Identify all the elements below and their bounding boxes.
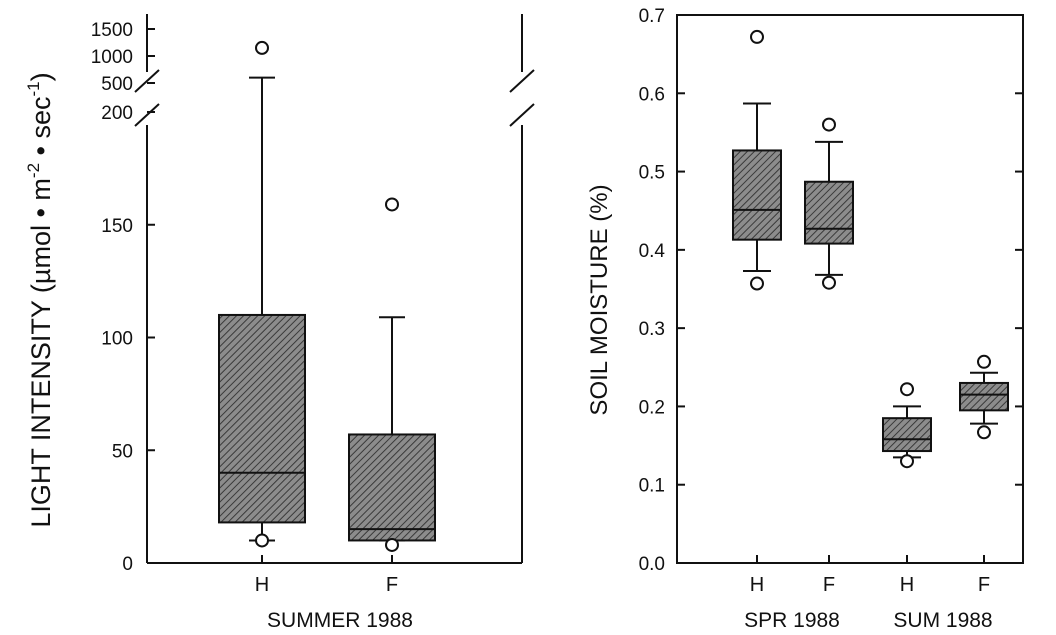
light-intensity-panel: 0 50 100 150 200 500 1000 1500 H F LIGHT INTENSIT… (24, 14, 535, 632)
left-y-axis-title: LIGHT INTENSITY (µmol • m-2 • sec-1) (24, 72, 56, 527)
outlier-point-h-1 (255, 40, 269, 55)
right-axis-frame (676, 14, 1024, 564)
right-y-axis-title: SOIL MOISTURE (%) (586, 184, 613, 415)
outlier-point-sum-h-1 (900, 382, 914, 397)
axis-break-mark-left-a (134, 69, 160, 93)
axis-break-mark-left-b (134, 103, 160, 127)
right-x-tick-label-sum-f: F (978, 574, 990, 596)
right-group-label-sum-1988: SUM 1988 (893, 609, 992, 632)
right-y-tick-label-0.6: 0.6 (639, 84, 665, 105)
outlier-point-sum-h-0 (900, 454, 914, 469)
right-group-label-spr-1988: SPR 1988 (744, 609, 840, 632)
box-spr-f (804, 180, 854, 245)
box-f (348, 433, 436, 542)
outlier-point-f-0 (385, 537, 399, 552)
left-y-tick-label-200: 200 (101, 103, 133, 124)
outlier-point-h-0 (255, 533, 269, 548)
box-h (218, 313, 306, 524)
right-y-tick-label-0.3: 0.3 (639, 319, 665, 340)
outlier-point-spr-f-0 (822, 275, 836, 290)
soil-moisture-panel: 0.0 0.1 0.2 0.3 0.4 0.5 0.6 0.7 H F H F SOIL MOISTU… (586, 6, 1024, 632)
outlier-point-spr-f-1 (822, 117, 836, 132)
right-y-tick-label-0.7: 0.7 (639, 6, 665, 27)
outlier-point-f-1 (385, 197, 399, 212)
right-x-tick-label-spr-f: F (823, 574, 835, 596)
left-y-tick-label-500: 500 (101, 74, 133, 95)
right-x-tick-label-spr-h: H (750, 574, 764, 596)
box-sum-h (882, 417, 932, 453)
right-y-tick-label-0.4: 0.4 (639, 241, 666, 262)
axis-break-mark-right-b (509, 103, 535, 127)
right-y-tick-label-0.2: 0.2 (639, 397, 665, 418)
left-y-tick-label-50: 50 (112, 441, 133, 462)
right-plot-body: 0.0 0.1 0.2 0.3 0.4 0.5 0.6 0.7 H F H F (639, 6, 1024, 596)
right-y-tick-label-0.0: 0.0 (639, 554, 665, 575)
left-y-tick-label-0: 0 (122, 554, 133, 575)
left-x-axis-title: SUMMER 1988 (267, 609, 413, 632)
left-y-tick-label-1000: 1000 (91, 47, 133, 68)
left-y-tick-label-150: 150 (101, 216, 133, 237)
right-x-tick-label-sum-h: H (900, 574, 914, 596)
outlier-point-sum-f-0 (977, 425, 991, 440)
left-plot-body: 0 50 100 150 200 500 1000 1500 H F (91, 14, 535, 596)
outlier-point-spr-h-1 (750, 29, 764, 44)
right-y-tick-label-0.1: 0.1 (639, 476, 665, 497)
box-spr-h (732, 149, 782, 241)
left-y-tick-label-100: 100 (101, 329, 133, 350)
right-y-tick-label-0.5: 0.5 (639, 163, 665, 184)
outlier-point-sum-f-1 (977, 354, 991, 369)
outlier-point-spr-h-0 (750, 276, 764, 291)
axis-break-mark-right-a (509, 69, 535, 93)
left-x-tick-label-f: F (386, 574, 398, 596)
left-x-tick-label-h: H (255, 574, 269, 596)
box-sum-f (959, 381, 1009, 412)
left-y-tick-label-1500: 1500 (91, 20, 133, 41)
